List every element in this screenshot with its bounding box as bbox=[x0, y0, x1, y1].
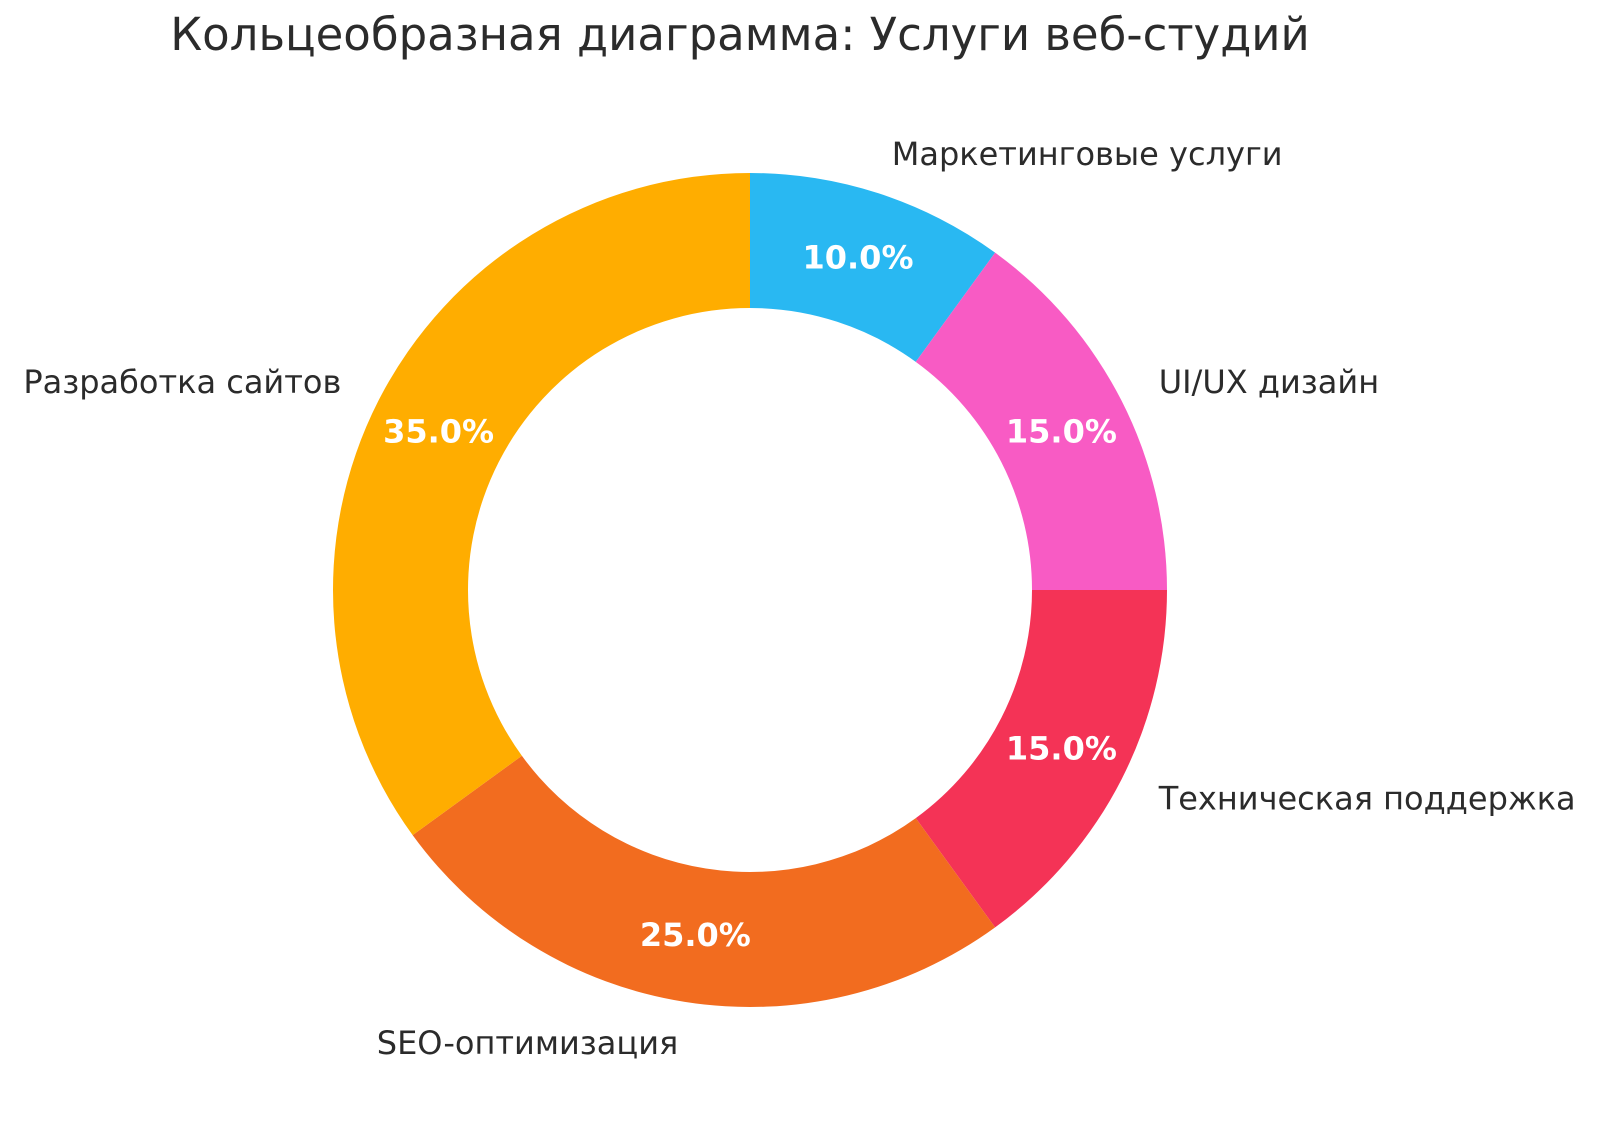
percent-label-1: 15.0% bbox=[1006, 412, 1117, 450]
category-label-1: UI/UX дизайн bbox=[1159, 363, 1379, 401]
category-label-2: Техническая поддержка bbox=[1158, 779, 1576, 817]
category-label-3: SEO-оптимизация bbox=[377, 1024, 678, 1062]
percent-label-0: 10.0% bbox=[802, 239, 913, 277]
percent-label-3: 25.0% bbox=[640, 916, 751, 954]
percent-label-2: 15.0% bbox=[1006, 730, 1117, 768]
category-label-4: Разработка сайтов bbox=[23, 363, 341, 401]
donut-segment-2 bbox=[915, 590, 1167, 928]
chart-title: Кольцеобразная диаграмма: Услуги веб-сту… bbox=[170, 8, 1310, 61]
donut-segment-3 bbox=[412, 755, 996, 1008]
donut-segment-4 bbox=[332, 173, 750, 836]
donut-segment-0 bbox=[750, 173, 996, 362]
percent-label-4: 35.0% bbox=[383, 412, 494, 450]
donut-segment-1 bbox=[915, 252, 1167, 590]
category-label-0: Маркетинговые услуги bbox=[892, 135, 1283, 173]
